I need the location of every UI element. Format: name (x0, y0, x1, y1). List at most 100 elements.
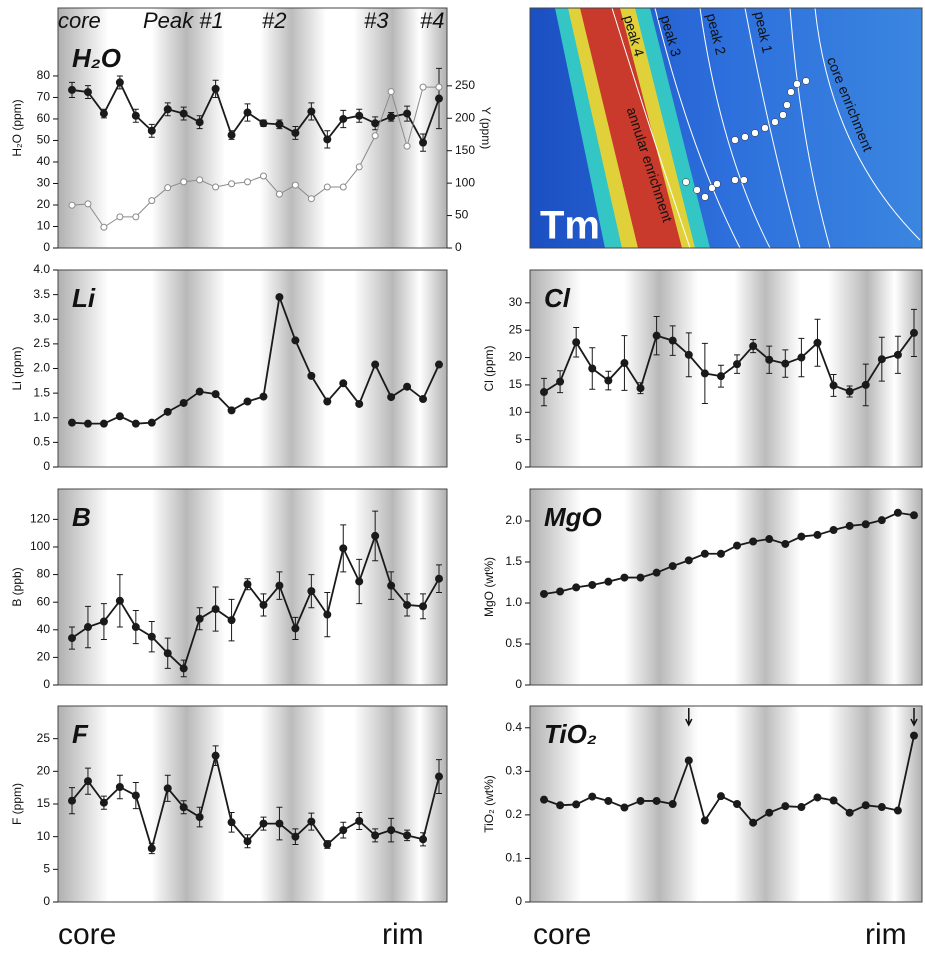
data-point (862, 521, 869, 528)
data-point (181, 179, 187, 185)
data-point (100, 618, 107, 625)
map-element: Tm (540, 204, 600, 248)
data-point (685, 557, 692, 564)
data-point (84, 624, 91, 631)
annotation: core (58, 8, 101, 33)
y-tick-label: 40 (37, 622, 51, 636)
data-point (180, 665, 187, 672)
data-point (894, 807, 901, 814)
data-point (685, 351, 692, 358)
data-point (212, 752, 219, 759)
data-point (637, 797, 644, 804)
data-point (573, 801, 580, 808)
data-point (101, 224, 107, 230)
data-point (388, 582, 395, 589)
data-point (734, 361, 741, 368)
data-point (69, 797, 76, 804)
data-point (116, 413, 123, 420)
data-point (100, 799, 107, 806)
chart-title: F (72, 719, 89, 749)
data-point (149, 198, 155, 204)
y-tick-label: 0 (43, 677, 50, 691)
data-point (420, 84, 426, 90)
data-point (148, 127, 155, 134)
data-point (669, 801, 676, 808)
data-point (340, 545, 347, 552)
data-point (324, 398, 331, 405)
data-point (734, 542, 741, 549)
chart-title: Cl (544, 283, 571, 313)
data-point (420, 836, 427, 843)
data-point (292, 625, 299, 632)
data-point (84, 778, 91, 785)
data-point (324, 184, 330, 190)
data-point (260, 393, 267, 400)
data-point (244, 581, 251, 588)
annotation: #2 (262, 8, 286, 33)
data-point (621, 360, 628, 367)
y-tick-label: 5 (515, 432, 522, 446)
data-point (557, 378, 564, 385)
data-point (717, 373, 724, 380)
data-point (436, 95, 443, 102)
y-tick-label: 15 (37, 796, 51, 810)
data-point (878, 356, 885, 363)
axis-end-label: rim (382, 918, 424, 951)
data-point (862, 381, 869, 388)
y-tick-label: 20 (509, 350, 523, 364)
y-tick-label: 1.5 (33, 385, 50, 399)
data-point (132, 420, 139, 427)
data-point (260, 601, 267, 608)
chart-title: Li (72, 283, 96, 313)
y-tick-label: 120 (30, 512, 50, 526)
y-tick-label: 80 (37, 68, 51, 82)
plot-background (58, 270, 447, 467)
data-point (436, 84, 442, 90)
y2-tick-label: 200 (455, 110, 475, 124)
data-point (308, 372, 315, 379)
annotation: Peak #1 (143, 8, 224, 33)
data-point (605, 578, 612, 585)
y-tick-label: 10 (37, 829, 51, 843)
data-point (878, 804, 885, 811)
data-point (340, 115, 347, 122)
data-point (292, 182, 298, 188)
data-point (116, 784, 123, 791)
data-point (436, 361, 443, 368)
data-point (814, 531, 821, 538)
data-point (557, 802, 564, 809)
data-point (180, 804, 187, 811)
data-point (164, 106, 171, 113)
data-point (292, 337, 299, 344)
data-point (911, 732, 918, 739)
y2-tick-label: 150 (455, 143, 475, 157)
data-point (229, 181, 235, 187)
data-point (196, 119, 203, 126)
data-point (148, 419, 155, 426)
data-point (589, 793, 596, 800)
data-point (164, 785, 171, 792)
data-point (685, 757, 692, 764)
data-point (276, 820, 283, 827)
data-point (356, 817, 363, 824)
axis-end-label: core (58, 918, 116, 951)
data-point (589, 581, 596, 588)
data-point (276, 294, 283, 301)
y-tick-label: 20 (37, 650, 51, 664)
data-point (244, 109, 251, 116)
data-point (356, 112, 363, 119)
y-tick-label: 4.0 (33, 262, 50, 276)
data-point (830, 797, 837, 804)
data-point (132, 112, 139, 119)
data-point (717, 550, 724, 557)
data-point (340, 827, 347, 834)
data-point (404, 143, 410, 149)
y-tick-label: 20 (37, 764, 51, 778)
data-point (228, 407, 235, 414)
data-point (388, 89, 394, 95)
data-point (911, 512, 918, 519)
data-point (573, 584, 580, 591)
data-point (701, 817, 708, 824)
y2-tick-label: 0 (455, 240, 462, 254)
data-point (340, 380, 347, 387)
